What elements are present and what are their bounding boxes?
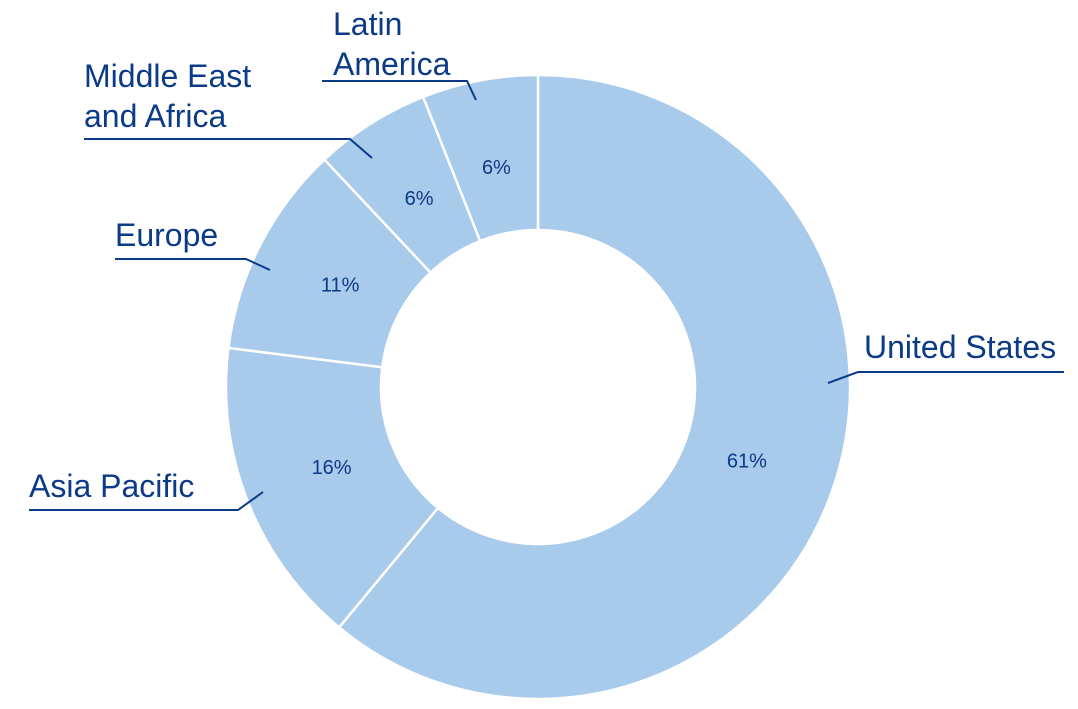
leader-line-united-states: [827, 371, 1064, 384]
category-label-middle-east-and-africa-line-1: Middle East: [84, 58, 251, 94]
slice-latin-america: [421, 73, 540, 243]
leader-line-europe: [115, 258, 271, 271]
category-label-asia-pacific: Asia Pacific: [29, 468, 194, 504]
leader-line-asia-pacific: [29, 491, 264, 511]
value-label-latin-america: 6%: [482, 157, 511, 179]
slice-united-states: [337, 73, 852, 701]
category-label-middle-east-and-africa-line-2: and Africa: [84, 98, 227, 134]
category-label-latin-america-line-2: America: [333, 46, 451, 82]
category-label-europe: Europe: [115, 217, 218, 253]
value-label-middle-east-and-africa: 6%: [405, 188, 434, 210]
leader-line-latin-america: [322, 80, 477, 101]
slice-asia-pacific: [224, 346, 440, 630]
leader-line-middle-east-and-africa: [84, 138, 373, 159]
category-label-united-states: United States: [864, 329, 1056, 365]
value-label-europe: 11%: [321, 274, 360, 296]
category-label-latin-america-line-1: Latin: [333, 6, 402, 42]
value-label-united-states: 61%: [727, 450, 767, 472]
value-label-asia-pacific: 16%: [312, 457, 352, 479]
